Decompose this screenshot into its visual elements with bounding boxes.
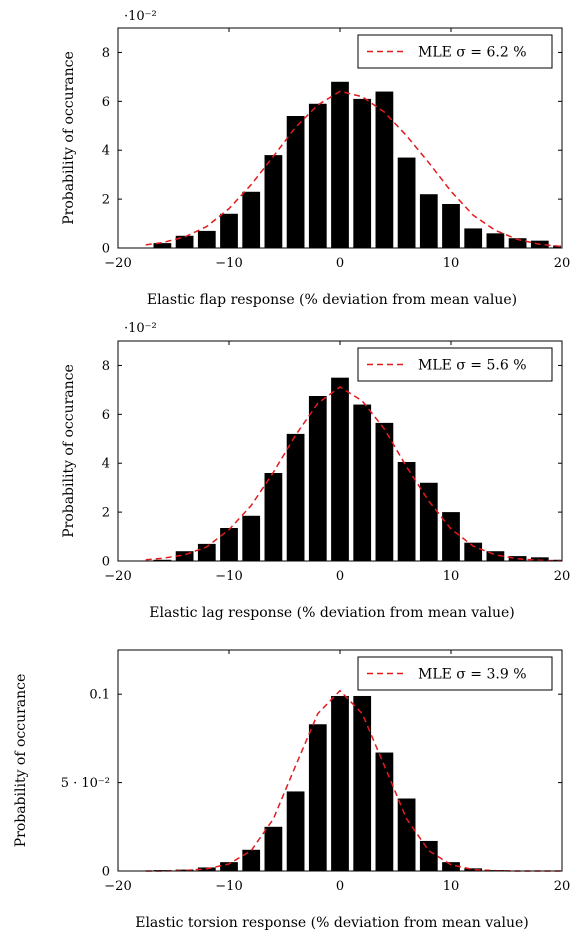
y-exponent-label: ·10⁻² (124, 321, 157, 336)
y-tick-label: 0 (102, 242, 110, 257)
chart-3: −20 −10 0 10 20 0 5 · 10⁻² 0.1 Elastic torsion r… (13, 649, 571, 931)
mle-fit-line (145, 386, 563, 562)
histogram-bar (553, 559, 561, 561)
histogram-bar (264, 155, 283, 248)
y-tick-label: 6 (102, 408, 110, 423)
x-tick-label: −20 (104, 256, 131, 271)
y-tick-label: 0 (102, 555, 110, 570)
histogram-bar (353, 404, 372, 561)
mle-fit-line (145, 689, 562, 872)
histogram-bar (464, 228, 483, 248)
x-axis-label: Elastic flap response (% deviation from … (147, 292, 517, 308)
histogram-bar (442, 862, 460, 871)
histogram-bar (286, 791, 305, 871)
histogram-bar (397, 798, 416, 871)
y-tick-label: 0.1 (89, 688, 110, 703)
y-tick-label: 4 (102, 457, 110, 472)
histogram-bar (175, 869, 194, 871)
histogram-bar (486, 551, 505, 561)
histogram-bar (419, 840, 438, 871)
x-tick-label: 20 (554, 879, 571, 894)
chart-2: −20 −10 0 10 20 0 2 4 6 8 ·10⁻² Elastic lag respons… (61, 321, 570, 621)
x-tick-label: −10 (215, 879, 242, 894)
histogram-bar (242, 191, 261, 248)
histogram-bar (397, 157, 416, 248)
histogram-bar (442, 204, 460, 248)
histogram-bar (308, 103, 327, 248)
legend-label: MLE σ = 6.2 % (418, 45, 527, 61)
histogram-bar (331, 377, 349, 561)
x-tick-label: −10 (215, 256, 242, 271)
x-axis-label: Elastic lag response (% deviation from m… (149, 605, 514, 621)
x-tick-label: −20 (104, 879, 131, 894)
x-tick-label: 10 (443, 569, 460, 584)
histogram-bar (264, 473, 283, 561)
histogram-bar (442, 512, 460, 561)
histogram-bar (486, 233, 505, 248)
histogram-bar (508, 238, 527, 248)
histogram-bar (375, 422, 394, 561)
x-tick-label: 0 (336, 879, 344, 894)
histogram-bar (308, 724, 327, 871)
y-exponent-label: ·10⁻² (124, 9, 157, 24)
histogram-bar (286, 116, 305, 248)
histogram-bar (353, 695, 372, 871)
histogram-bar (375, 752, 394, 871)
x-tick-label: −20 (104, 569, 131, 584)
y-axis-label: Probability of occurance (61, 364, 77, 538)
histogram-bar (353, 98, 372, 248)
histogram-bar (153, 559, 172, 561)
histogram-bar (175, 551, 194, 561)
histogram-bar (308, 396, 327, 561)
histogram-bar (175, 235, 194, 248)
x-tick-label: 10 (443, 256, 460, 271)
histogram-bar (220, 862, 238, 871)
histogram-bar (220, 213, 238, 248)
histogram-bar (419, 482, 438, 561)
mle-fit-line (145, 90, 563, 248)
histogram-bar (220, 528, 238, 561)
y-axis-label: Probability of occurance (13, 674, 29, 848)
histogram-bar (153, 243, 172, 248)
histogram-bar (530, 557, 549, 561)
legend-label: MLE σ = 3.9 % (418, 667, 527, 683)
y-tick-label: 2 (102, 193, 110, 208)
x-tick-label: 20 (554, 569, 571, 584)
legend-label: MLE σ = 5.6 % (418, 358, 527, 374)
y-tick-label: 6 (102, 95, 110, 110)
histogram-bar (286, 433, 305, 561)
histogram-bar (419, 194, 438, 248)
y-tick-label: 2 (102, 506, 110, 521)
histogram-bar (242, 515, 261, 561)
x-tick-label: 0 (336, 256, 344, 271)
y-tick-label: 4 (102, 144, 110, 159)
x-tick-label: 10 (443, 879, 460, 894)
x-tick-label: −10 (215, 569, 242, 584)
y-tick-label: 5 · 10⁻² (61, 776, 110, 791)
histogram-bar (197, 230, 216, 248)
chart-1: −20 −10 0 10 20 0 2 4 6 8 ·10⁻² Elastic flap respon… (61, 9, 570, 308)
histogram-bar (197, 543, 216, 561)
histogram-bar (264, 826, 283, 871)
y-axis-label: Probability of occurance (61, 51, 77, 225)
histogram-bar (397, 462, 416, 561)
x-tick-label: 0 (336, 569, 344, 584)
y-tick-label: 8 (102, 359, 110, 374)
histogram-bar (242, 849, 261, 871)
histogram-bar (375, 91, 394, 248)
y-tick-label: 8 (102, 46, 110, 61)
x-axis-label: Elastic torsion response (% deviation fr… (135, 915, 529, 931)
x-tick-label: 20 (554, 256, 571, 271)
histogram-bar (331, 695, 349, 871)
histogram-bar (464, 542, 483, 561)
y-tick-label: 0 (102, 865, 110, 880)
histogram-bar (331, 81, 349, 248)
histogram-bar (464, 868, 483, 871)
